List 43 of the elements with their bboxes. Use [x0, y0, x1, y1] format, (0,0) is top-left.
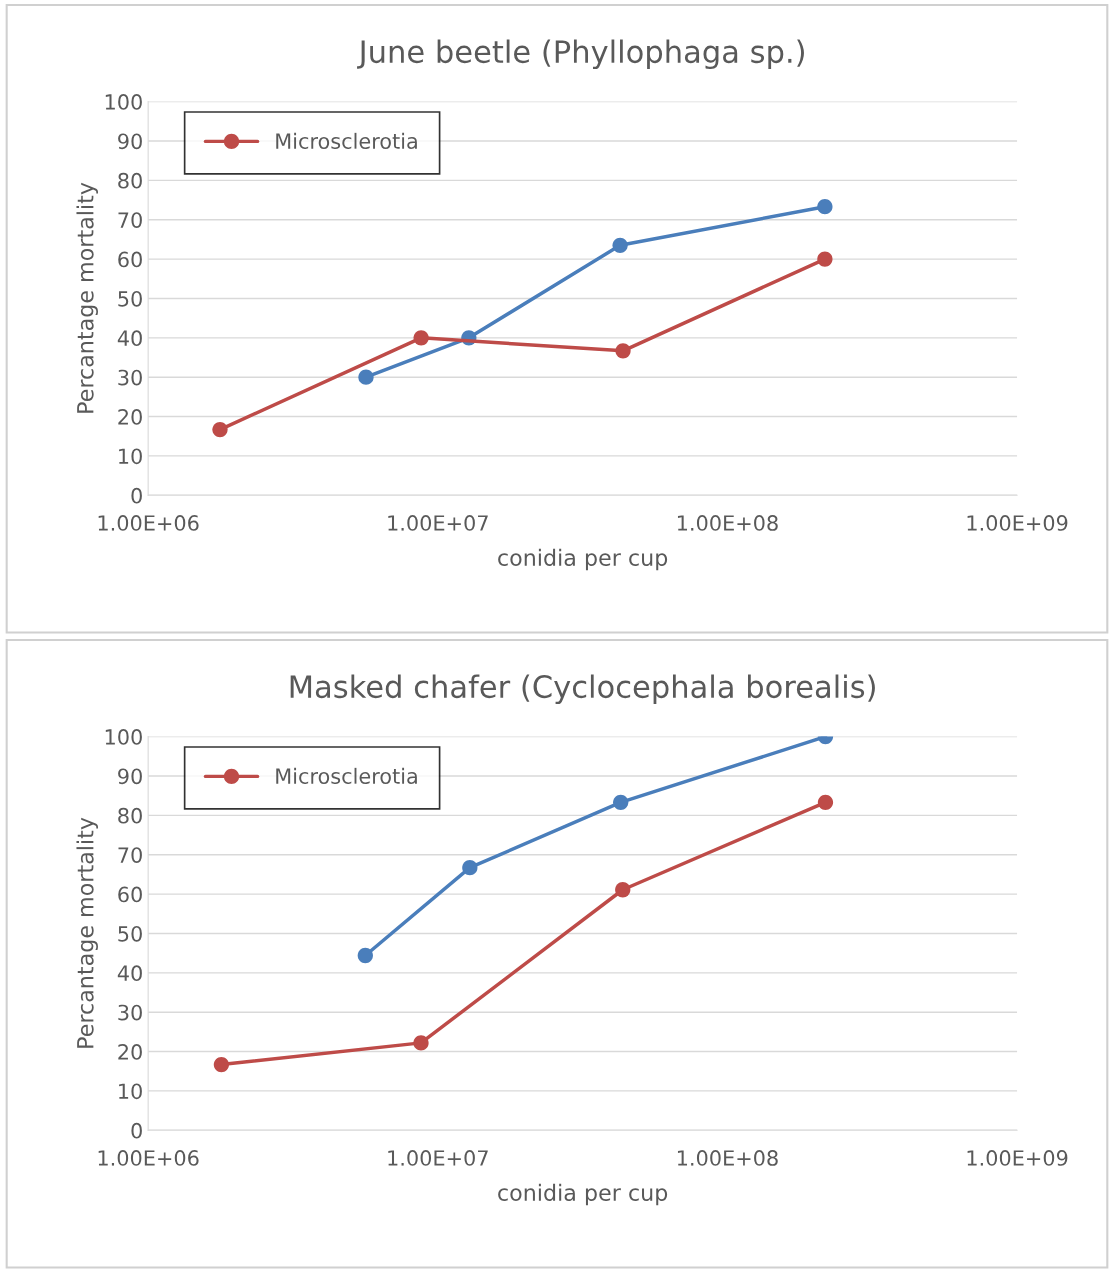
- y-tick-label: 10: [119, 448, 142, 465]
- y-tick-label: 90: [118, 768, 142, 785]
- y-tick-label: 20: [118, 1044, 142, 1060]
- x-axis-title: conidia per cup: [498, 1183, 668, 1206]
- y-tick-label: 50: [118, 925, 142, 942]
- y-tick-label: 40: [117, 330, 142, 347]
- y-tick-label: 100: [105, 729, 142, 745]
- x-tick-label: 1.00E+06: [98, 515, 199, 531]
- legend-label: Microsclerotia: [276, 767, 417, 784]
- y-tick-label: 10: [119, 1083, 142, 1100]
- y-tick-label: 70: [118, 847, 142, 863]
- y-tick-label: 20: [118, 409, 142, 425]
- y-tick-label: 80: [118, 172, 142, 189]
- y-tick-label: 70: [118, 212, 142, 228]
- x-tick-label: 1.00E+08: [677, 515, 778, 531]
- y-tick-label: 60: [118, 886, 142, 903]
- y-tick-label: 60: [118, 251, 142, 268]
- point: [615, 343, 631, 359]
- x-axis-title: conidia per cup: [498, 548, 668, 571]
- point: [817, 251, 833, 267]
- y-tick-label: 50: [118, 290, 142, 307]
- x-tick-label: 1.00E+07: [388, 515, 488, 531]
- point: [212, 421, 228, 438]
- y-tick-label: 80: [118, 807, 142, 824]
- x-tick-label: 1.00E+09: [967, 1150, 1068, 1166]
- legend-label: Microsclerotia: [276, 132, 417, 149]
- y-tick-label: 100: [105, 94, 142, 110]
- y-axis-title: Percantage mortality: [76, 817, 98, 1048]
- y-tick-label: 30: [118, 1004, 142, 1021]
- y-tick-label: 90: [118, 133, 142, 150]
- x-tick-label: 1.00E+08: [677, 1150, 778, 1166]
- y-tick-label: 0: [131, 487, 142, 504]
- y-tick-label: 40: [117, 965, 142, 982]
- x-tick-label: 1.00E+06: [98, 1150, 199, 1166]
- point: [817, 199, 833, 215]
- x-tick-label: 1.00E+07: [388, 1150, 488, 1166]
- chart-title: Masked chafer (Cyclocephala borealis): [290, 674, 875, 705]
- y-axis-title: Percantage mortality: [76, 182, 98, 413]
- chart-title: June beetle (Phyllophaga sp.): [357, 39, 804, 70]
- y-tick-label: 0: [131, 1122, 142, 1139]
- x-tick-label: 1.00E+09: [967, 515, 1068, 531]
- y-tick-label: 30: [118, 369, 142, 386]
- point: [413, 330, 429, 346]
